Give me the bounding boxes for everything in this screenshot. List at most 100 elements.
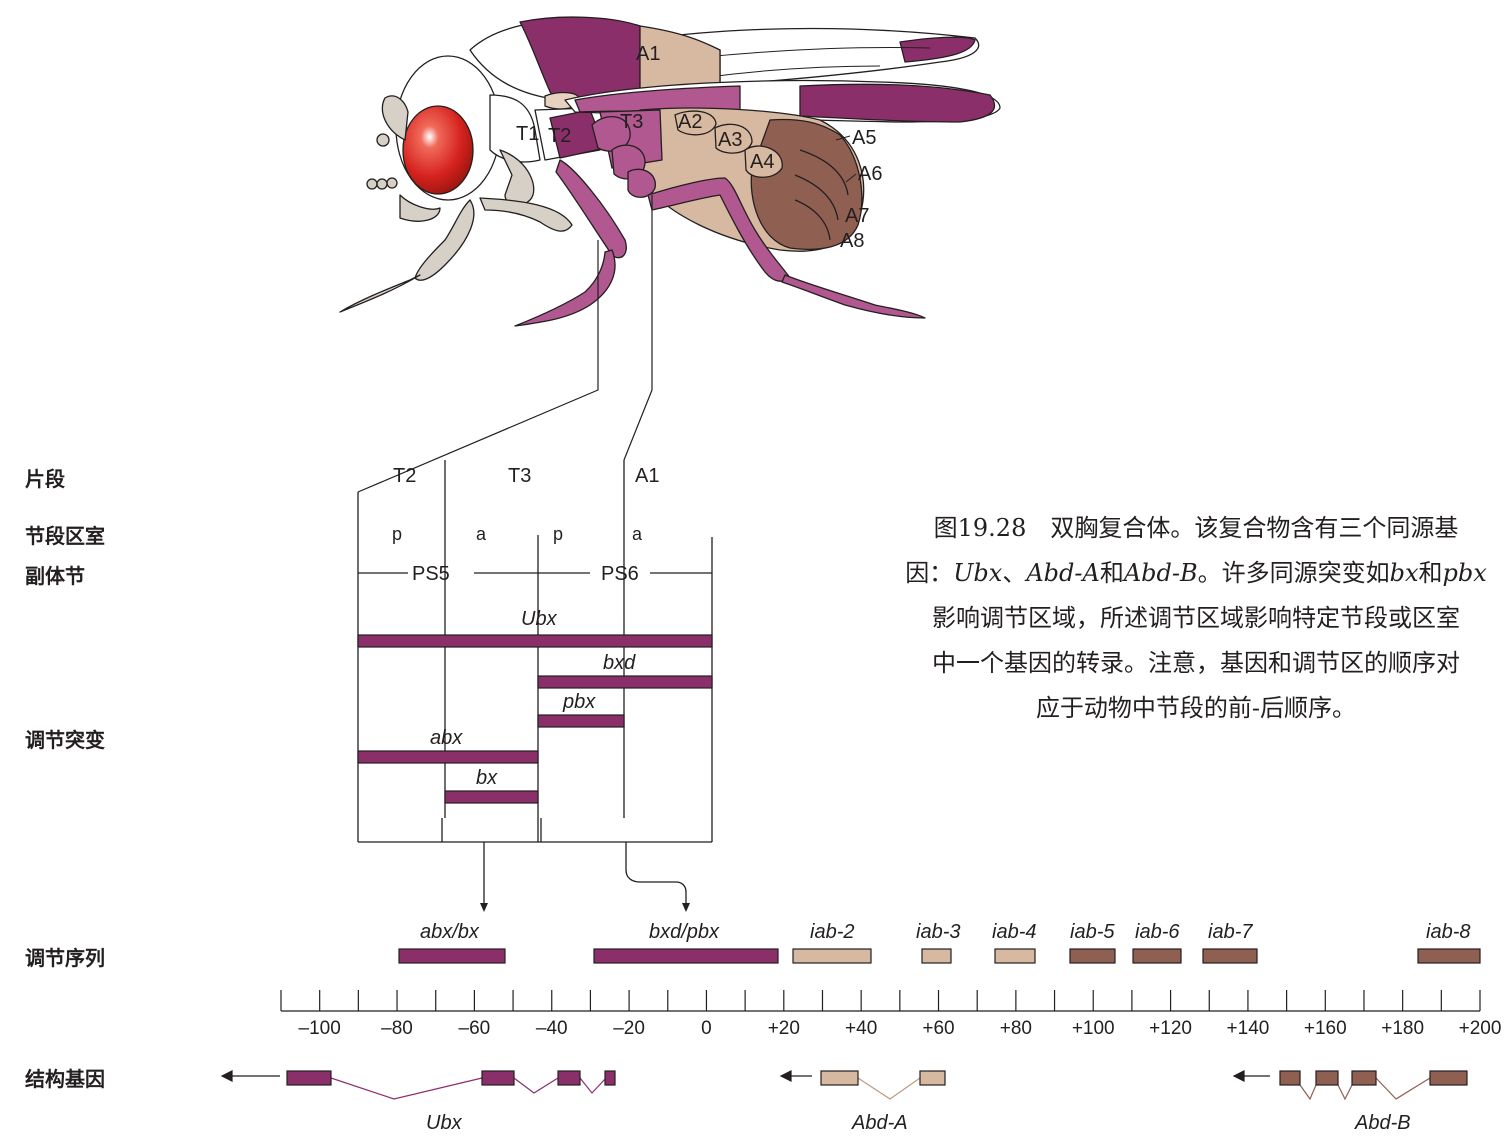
antenna-bead bbox=[386, 177, 398, 189]
abdb-intron bbox=[1375, 1077, 1431, 1100]
axis-tick-label: +60 bbox=[922, 1018, 954, 1039]
antenna-bead bbox=[376, 133, 390, 147]
reg-box-iab-4 bbox=[994, 948, 1036, 964]
reg-box-iab-5 bbox=[1069, 948, 1116, 964]
ubx-exon bbox=[286, 1070, 332, 1086]
antenna-bead bbox=[366, 178, 378, 190]
fly-label-a3: A3 bbox=[718, 129, 742, 151]
ubx-exon bbox=[481, 1070, 515, 1086]
row-label-regulatory-sequences: 调节序列 bbox=[25, 946, 105, 970]
reg-label-iab-6: iab-6 bbox=[1135, 921, 1180, 943]
gene-label-ubx: Ubx bbox=[426, 1112, 463, 1134]
row-label-compartment: 节段区室 bbox=[25, 524, 105, 548]
abdomen-a1-dorsal bbox=[639, 25, 721, 93]
abdb-arrow-head bbox=[1232, 1070, 1245, 1082]
reg-box-iab-8 bbox=[1417, 948, 1481, 964]
abdb-intron bbox=[1337, 1084, 1353, 1101]
row-label-structural-genes: 结构基因 bbox=[25, 1067, 105, 1091]
abdomen-a2-plate bbox=[674, 110, 717, 136]
caption-line: 影响调节区域，所述调节区域影响特定节段或区室 bbox=[932, 604, 1460, 632]
compartment-labels: p a p a bbox=[392, 524, 643, 544]
figure-caption: 图19.28 双胸复合体。该复合物含有三个同源基 因：Ubx、Abd-A和Abd… bbox=[895, 506, 1497, 731]
abdomen-fold bbox=[794, 174, 839, 221]
reg-label-iab-8: iab-8 bbox=[1426, 921, 1470, 943]
abdb-exon bbox=[1315, 1070, 1339, 1086]
mutation-bar-abx bbox=[357, 750, 539, 764]
row-label-regulatory-mutations: 调节突变 bbox=[25, 728, 105, 752]
reg-label-abx-bx: abx/bx bbox=[420, 921, 480, 943]
axis-tick-label: +160 bbox=[1304, 1018, 1347, 1039]
abdomen-a3-plate bbox=[714, 123, 753, 154]
compartment-p: p bbox=[392, 524, 402, 544]
abdb-exon bbox=[1279, 1070, 1301, 1086]
mutation-bars bbox=[357, 634, 713, 804]
compartment-a: a bbox=[632, 524, 643, 544]
reg-label-iab-4: iab-4 bbox=[992, 921, 1036, 943]
segment-t3: T3 bbox=[508, 465, 531, 487]
abdb-exon bbox=[1429, 1070, 1468, 1086]
axis-tick-label: –60 bbox=[459, 1018, 491, 1039]
reg-label-iab-5: iab-5 bbox=[1070, 921, 1115, 943]
mutation-label-ubx: Ubx bbox=[521, 608, 558, 630]
parasegment-labels: PS5 PS6 bbox=[412, 563, 639, 585]
compartment-a: a bbox=[476, 524, 487, 544]
front-leg bbox=[499, 149, 535, 207]
thorax-t1 bbox=[489, 94, 541, 163]
axis-tick-label: +100 bbox=[1072, 1018, 1115, 1039]
caption-line: 应于动物中节段的前-后顺序。 bbox=[1035, 694, 1357, 722]
abda-intron bbox=[857, 1077, 921, 1100]
antenna bbox=[381, 95, 409, 141]
reg-sequence-labels: abx/bx bxd/pbx iab-2 iab-3 iab-4 iab-5 i… bbox=[420, 921, 1470, 943]
row-label-segment: 片段 bbox=[25, 467, 65, 491]
mutation-bar-ubx bbox=[357, 634, 713, 648]
mutation-bar-pbx bbox=[537, 714, 625, 728]
row-label-parasegment: 副体节 bbox=[25, 564, 85, 588]
axis-tick-label: +40 bbox=[845, 1018, 877, 1039]
axis-tick-label: +200 bbox=[1459, 1018, 1502, 1039]
mutation-label-bx: bx bbox=[476, 767, 498, 789]
fly-label-a2: A2 bbox=[678, 111, 702, 133]
abdomen-posterior bbox=[750, 118, 863, 251]
middle-leg-lower bbox=[514, 249, 616, 327]
fly-label-a5: A5 bbox=[852, 127, 876, 149]
pointer-line bbox=[623, 195, 653, 461]
axis-tick-label: +80 bbox=[1000, 1018, 1032, 1039]
reg-box-abx-bx bbox=[398, 948, 506, 964]
middle-leg-purple bbox=[555, 159, 627, 259]
segment-labels: T2 T3 A1 bbox=[393, 465, 659, 487]
structural-genes bbox=[220, 1070, 1468, 1101]
axis-tick-labels: –100 –80 –60 –40 –20 0 +20 +40 +60 +80 +100 +120 +14… bbox=[299, 1018, 1502, 1039]
reg-box-iab-7 bbox=[1202, 948, 1258, 964]
reg-box-iab-3 bbox=[921, 948, 952, 964]
reg-sequence-boxes bbox=[398, 948, 1481, 964]
fly-label-t3: T3 bbox=[620, 111, 643, 133]
axis-tick-label: –40 bbox=[536, 1018, 568, 1039]
axis-tick-label: –100 bbox=[299, 1018, 341, 1039]
compartment-p: p bbox=[553, 524, 563, 544]
axis-tick-label: –20 bbox=[613, 1018, 645, 1039]
compound-eye bbox=[402, 105, 474, 195]
t3-coxa-3 bbox=[627, 168, 656, 198]
ubx-intron bbox=[330, 1077, 483, 1100]
caption-line: 因：Ubx、Abd-A和Abd-B。许多同源突变如bx和pbx bbox=[905, 559, 1487, 587]
reg-box-bxd-pbx bbox=[593, 948, 779, 964]
fly-label-a1: A1 bbox=[636, 43, 660, 65]
abdomen-a4-plate bbox=[744, 145, 783, 178]
fly-label-t2: T2 bbox=[548, 125, 571, 147]
mutation-label-abx: abx bbox=[430, 727, 463, 749]
abda-exon bbox=[820, 1070, 859, 1086]
abdb-intron bbox=[1299, 1084, 1317, 1101]
wing-vein bbox=[699, 65, 881, 79]
axis-tick-label: +180 bbox=[1381, 1018, 1424, 1039]
reg-label-iab-7: iab-7 bbox=[1208, 921, 1253, 943]
parasegment-ps5: PS5 bbox=[412, 563, 450, 585]
middle-leg bbox=[479, 197, 573, 232]
mutation-label-pbx: pbx bbox=[562, 691, 596, 713]
axis-tick-label: –80 bbox=[381, 1018, 413, 1039]
fly-label-a4: A4 bbox=[750, 151, 774, 173]
mutation-label-bxd: bxd bbox=[603, 652, 636, 674]
fly-label-a8: A8 bbox=[840, 230, 864, 252]
reg-label-iab-3: iab-3 bbox=[916, 921, 960, 943]
ubx-exon bbox=[557, 1070, 581, 1086]
caption-line: 图19.28 双胸复合体。该复合物含有三个同源基 bbox=[933, 514, 1459, 542]
